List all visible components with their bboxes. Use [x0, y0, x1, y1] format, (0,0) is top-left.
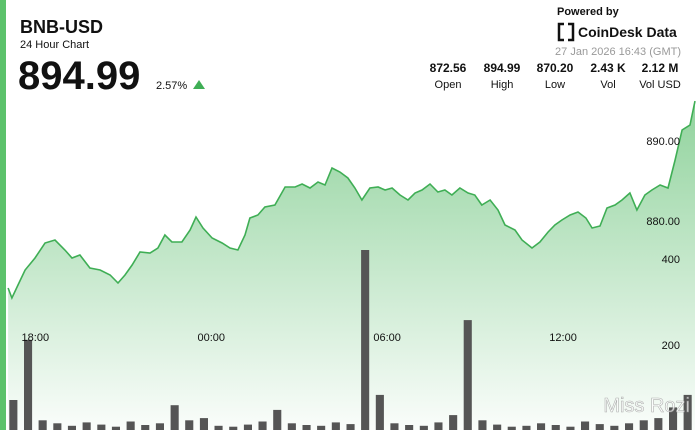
y2-tick-label: 400 — [662, 254, 680, 266]
timestamp: 27 Jan 2026 16:43 (GMT) — [555, 46, 681, 58]
y-tick-label: 880.00 — [646, 216, 680, 228]
volume-bar — [683, 394, 692, 430]
volume-bar — [522, 425, 531, 430]
volume-bar — [53, 423, 62, 430]
volume-bar — [229, 426, 238, 430]
volume-bar — [141, 425, 150, 430]
volume-bar — [595, 424, 604, 430]
volume-bar — [258, 421, 267, 430]
change: 2.57% — [156, 80, 187, 92]
volume-bar — [434, 422, 443, 430]
volume-bar — [243, 424, 252, 430]
x-tick-label: 00:00 — [197, 332, 225, 344]
volume-bar — [97, 424, 106, 430]
volume-bar — [551, 425, 560, 430]
stat-value: 2.12 M — [642, 61, 679, 75]
stat-label: Open — [435, 79, 462, 91]
volume-bar — [82, 422, 91, 430]
volume-bar — [331, 422, 340, 430]
volume-bar — [273, 409, 282, 430]
x-tick-label: 18:00 — [22, 332, 50, 344]
x-tick-label: 12:00 — [549, 332, 577, 344]
volume-bar — [346, 424, 355, 430]
volume-bar — [537, 423, 546, 430]
volume-bar — [639, 420, 648, 430]
title: BNB-USD — [20, 17, 103, 37]
volume-bar — [170, 405, 179, 430]
volume-bar — [390, 423, 399, 430]
volume-bar — [155, 423, 164, 430]
brand: CoinDesk Data — [578, 24, 677, 40]
volume-bar — [67, 425, 76, 430]
brand-logo — [557, 22, 575, 42]
price-line — [7, 100, 696, 301]
volume-bar — [625, 423, 634, 430]
stats: 872.56 Open 894.99 High 870.20 Low 2.43 K Vol 2.… — [430, 61, 681, 91]
plot — [7, 100, 696, 430]
stat-label: Low — [545, 79, 565, 91]
subtitle: 24 Hour Chart — [20, 39, 89, 51]
volume-bar — [375, 394, 384, 430]
volume-bar — [405, 425, 414, 430]
volume-bar — [214, 425, 223, 430]
stat-value: 894.99 — [484, 61, 521, 75]
last-price: 894.99 — [18, 54, 140, 98]
stat-label: Vol USD — [639, 79, 681, 91]
stat-value: 870.20 — [537, 61, 574, 75]
up-arrow — [193, 80, 205, 89]
volume-bar — [507, 426, 516, 430]
volume-bar — [9, 400, 18, 430]
volume-bar — [38, 420, 47, 430]
volume-bar — [287, 423, 296, 430]
stat-value: 872.56 — [430, 61, 467, 75]
x-tick-label: 06:00 — [373, 332, 401, 344]
price-area — [8, 101, 695, 430]
volume-bar — [111, 426, 120, 430]
volume-bar — [199, 418, 208, 430]
volume-bar — [610, 425, 619, 430]
volume-bar — [302, 425, 311, 430]
volume-bar — [581, 421, 590, 430]
volume-bar — [361, 250, 370, 430]
volume-bar — [24, 339, 33, 430]
volume-bar — [126, 421, 135, 430]
accent-bar — [0, 0, 6, 430]
volume-bar — [478, 420, 487, 430]
volume-bar — [566, 426, 575, 430]
volume-bar — [317, 425, 326, 430]
y2-tick-label: 200 — [662, 340, 680, 352]
stat-label: High — [491, 79, 514, 91]
volume-bar — [493, 424, 502, 430]
volume-bar — [185, 420, 194, 430]
powered-by: Powered by — [557, 6, 620, 18]
volume-bar — [449, 415, 458, 430]
volume-bar — [463, 320, 472, 430]
stat-value: 2.43 K — [590, 61, 626, 75]
volume-bar — [669, 407, 678, 430]
volume-bar — [419, 425, 428, 430]
stat-label: Vol — [600, 79, 615, 91]
volume-bar — [654, 418, 663, 430]
y-tick-label: 890.00 — [646, 136, 680, 148]
watermark: Miss Rozi — [603, 395, 690, 417]
